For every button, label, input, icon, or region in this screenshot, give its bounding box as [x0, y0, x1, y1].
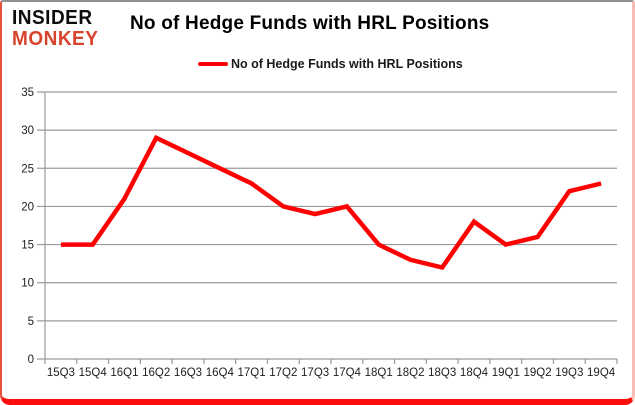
- y-axis-label: 35: [21, 87, 34, 99]
- x-axis-label: 17Q4: [333, 367, 362, 379]
- legend-line-swatch: [198, 62, 228, 66]
- logo-monkey-text: MONKEY: [12, 27, 99, 50]
- y-axis-label: 10: [21, 278, 34, 290]
- x-axis-label: 16Q2: [142, 367, 170, 379]
- x-axis-label: 18Q4: [460, 367, 489, 379]
- insider-monkey-logo: INSIDER MONKEY: [12, 6, 99, 50]
- x-axis-label: 18Q2: [396, 367, 424, 379]
- y-axis-label: 0: [28, 354, 34, 366]
- x-axis-label: 16Q1: [110, 367, 138, 379]
- y-axis-label: 5: [28, 316, 34, 328]
- logo-insider-text: INSIDER: [12, 6, 93, 29]
- data-line-series: [60, 134, 602, 271]
- y-axis-label: 30: [21, 125, 34, 137]
- x-axis-label: 19Q4: [587, 367, 616, 379]
- chart-title: No of Hedge Funds with HRL Positions: [130, 13, 490, 34]
- y-axis-label: 25: [21, 163, 34, 175]
- x-axis-label: 15Q3: [47, 367, 75, 379]
- x-axis-label: 15Q4: [79, 367, 108, 379]
- x-axis-label: 17Q1: [237, 367, 265, 379]
- x-axis-label: 16Q3: [174, 367, 202, 379]
- y-axis-label: 15: [21, 240, 34, 252]
- legend-label: No of Hedge Funds with HRL Positions: [231, 57, 463, 71]
- x-axis-label: 19Q2: [523, 367, 551, 379]
- x-axis-label: 19Q1: [492, 367, 520, 379]
- x-axis-label: 19Q3: [555, 367, 583, 379]
- legend: No of Hedge Funds with HRL Positions: [198, 57, 463, 71]
- x-axis-label: 17Q2: [269, 367, 297, 379]
- x-axis-label: 17Q3: [301, 367, 329, 379]
- x-axis-label: 16Q4: [206, 367, 235, 379]
- x-axis-label: 18Q3: [428, 367, 456, 379]
- x-axis-label: 18Q1: [365, 367, 393, 379]
- y-axis-label: 20: [21, 201, 34, 213]
